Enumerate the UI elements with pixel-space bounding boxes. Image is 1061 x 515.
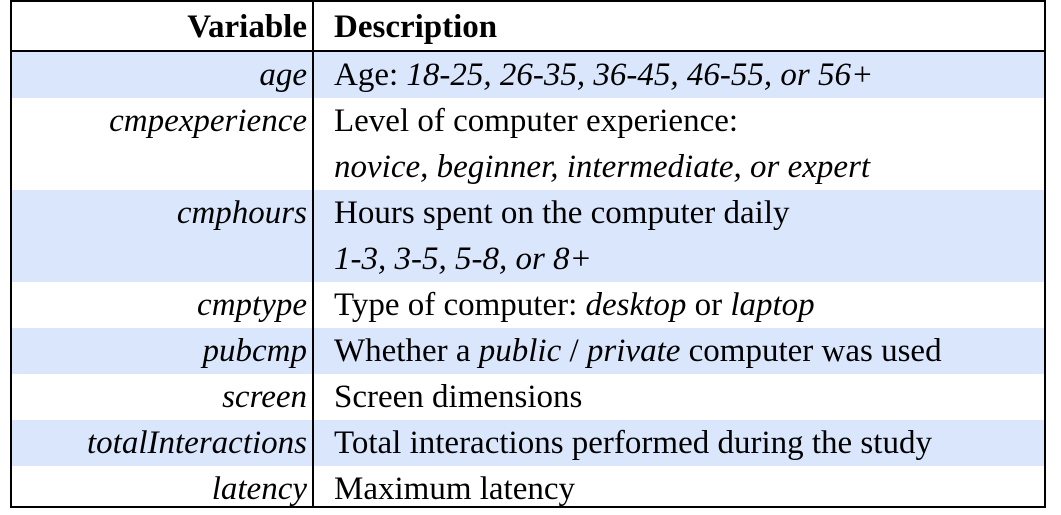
description-cell: Age: 18-25, 26-35, 36-45, 46-55, or 56+: [334, 52, 873, 98]
description-text: computer was used: [680, 333, 942, 369]
description-text: desktop: [585, 287, 687, 323]
description-text: 18-25, 26-35, 36-45, 46-55, or 56+: [406, 57, 874, 93]
description-cell: Screen dimensions: [334, 374, 582, 420]
header-description: Description: [334, 9, 498, 45]
variable-cell: pubcmp: [202, 333, 307, 369]
table-row: cmptype Type of computer: desktop or lapt…: [12, 282, 1044, 328]
description-text: Maximum latency: [334, 471, 576, 507]
header-variable: Variable: [187, 9, 307, 45]
description-cell: Hours spent on the computer daily: [334, 190, 790, 236]
description-text: Level of computer experience:: [334, 103, 739, 139]
description-cell: Type of computer: desktop or laptop: [334, 282, 815, 328]
table-row: screen Screen dimensions: [12, 374, 1044, 420]
table-row: totalInteractions Total interactions perf…: [12, 420, 1044, 466]
variable-cell: cmphours: [176, 195, 307, 231]
table-row: cmphours Hours spent on the computer dail…: [12, 190, 1044, 282]
table-row: cmpexperience Level of computer experienc…: [12, 98, 1044, 190]
variable-cell: cmptype: [197, 287, 307, 323]
description-cell: Level of computer experience:: [334, 98, 738, 144]
description-text: Age:: [334, 57, 407, 93]
column-divider: [312, 2, 314, 506]
description-text: Hours spent on the computer daily: [334, 195, 790, 231]
description-cell: 1-3, 3-5, 5-8, or 8+: [334, 236, 592, 282]
description-text: Total interactions performed during the …: [334, 425, 932, 461]
description-cell: Total interactions performed during the …: [334, 420, 932, 466]
variable-cell: screen: [222, 379, 307, 415]
description-cell: Maximum latency: [334, 466, 575, 512]
description-text: 1-3, 3-5, 5-8, or 8+: [334, 241, 592, 277]
description-text: Type of computer:: [334, 287, 586, 323]
description-cell: novice, beginner, intermediate, or exper…: [334, 144, 870, 190]
description-cell: Whether a public / private computer was …: [334, 328, 942, 374]
variable-cell: age: [259, 57, 307, 93]
header-rule: [12, 50, 1044, 52]
variable-cell: cmpexperience: [109, 103, 307, 139]
description-text: private: [586, 333, 681, 369]
description-text: laptop: [730, 287, 815, 323]
variable-cell: latency: [211, 471, 307, 507]
description-text: public: [478, 333, 562, 369]
description-text: Screen dimensions: [334, 379, 583, 415]
table-row: age Age: 18-25, 26-35, 36-45, 46-55, or 5…: [12, 52, 1044, 98]
variable-cell: totalInteractions: [87, 425, 307, 461]
description-text: novice, beginner, intermediate, or exper…: [334, 149, 871, 185]
table-row: pubcmp Whether a public / private compute…: [12, 328, 1044, 374]
description-text: or: [686, 287, 731, 323]
description-text: /: [561, 333, 587, 369]
table-row: latency Maximum latency: [12, 466, 1044, 512]
description-text: Whether a: [334, 333, 479, 369]
variables-table: age Age: 18-25, 26-35, 36-45, 46-55, or 5…: [10, 0, 1046, 508]
